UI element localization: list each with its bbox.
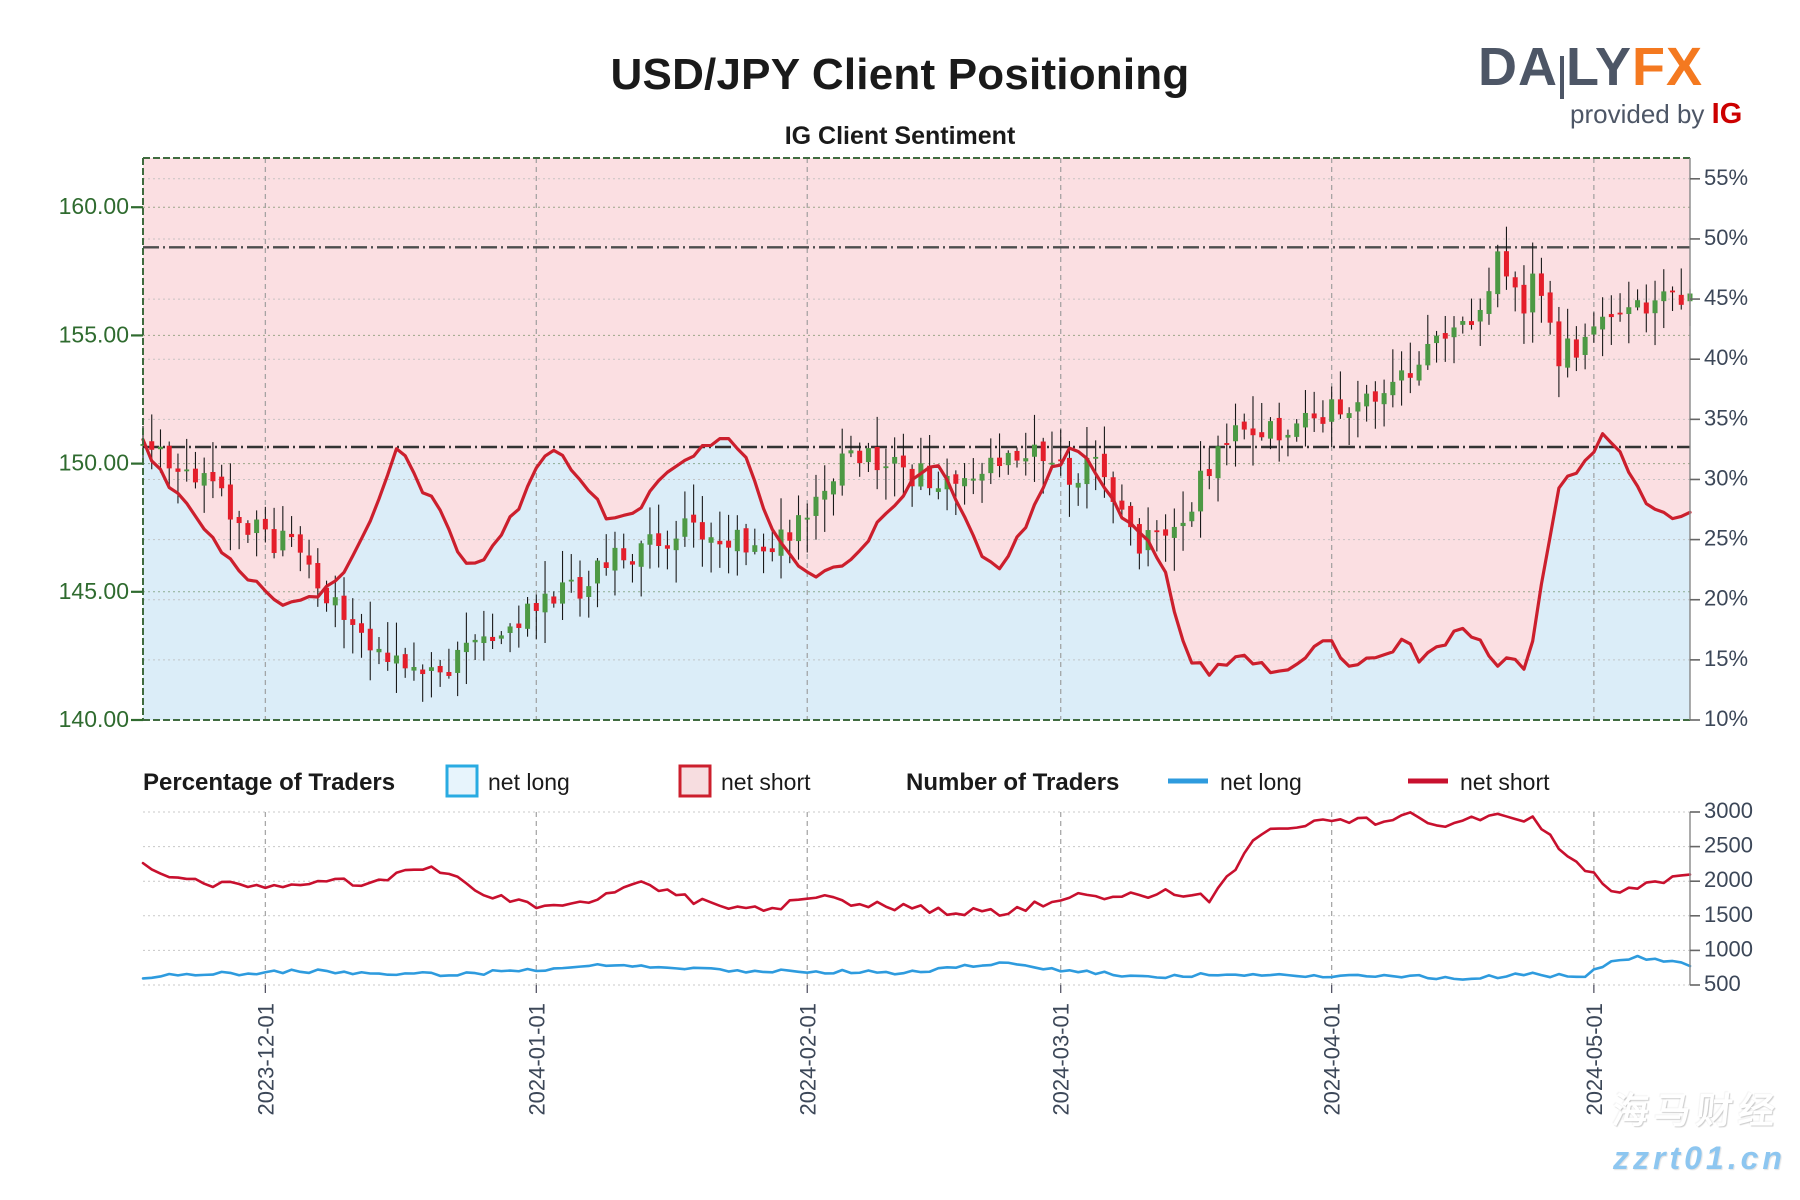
svg-text:2023-12-01: 2023-12-01 <box>253 1003 278 1116</box>
svg-text:2024-01-01: 2024-01-01 <box>524 1003 549 1116</box>
svg-text:2000: 2000 <box>1704 867 1753 892</box>
svg-text:2024-05-01: 2024-05-01 <box>1582 1003 1607 1116</box>
svg-text:2024-02-01: 2024-02-01 <box>795 1003 820 1116</box>
svg-text:2024-04-01: 2024-04-01 <box>1320 1003 1345 1116</box>
svg-text:2500: 2500 <box>1704 833 1753 858</box>
svg-text:3000: 3000 <box>1704 798 1753 823</box>
svg-text:500: 500 <box>1704 971 1741 996</box>
svg-text:1500: 1500 <box>1704 902 1753 927</box>
svg-text:2024-03-01: 2024-03-01 <box>1049 1003 1074 1116</box>
svg-text:1000: 1000 <box>1704 936 1753 961</box>
